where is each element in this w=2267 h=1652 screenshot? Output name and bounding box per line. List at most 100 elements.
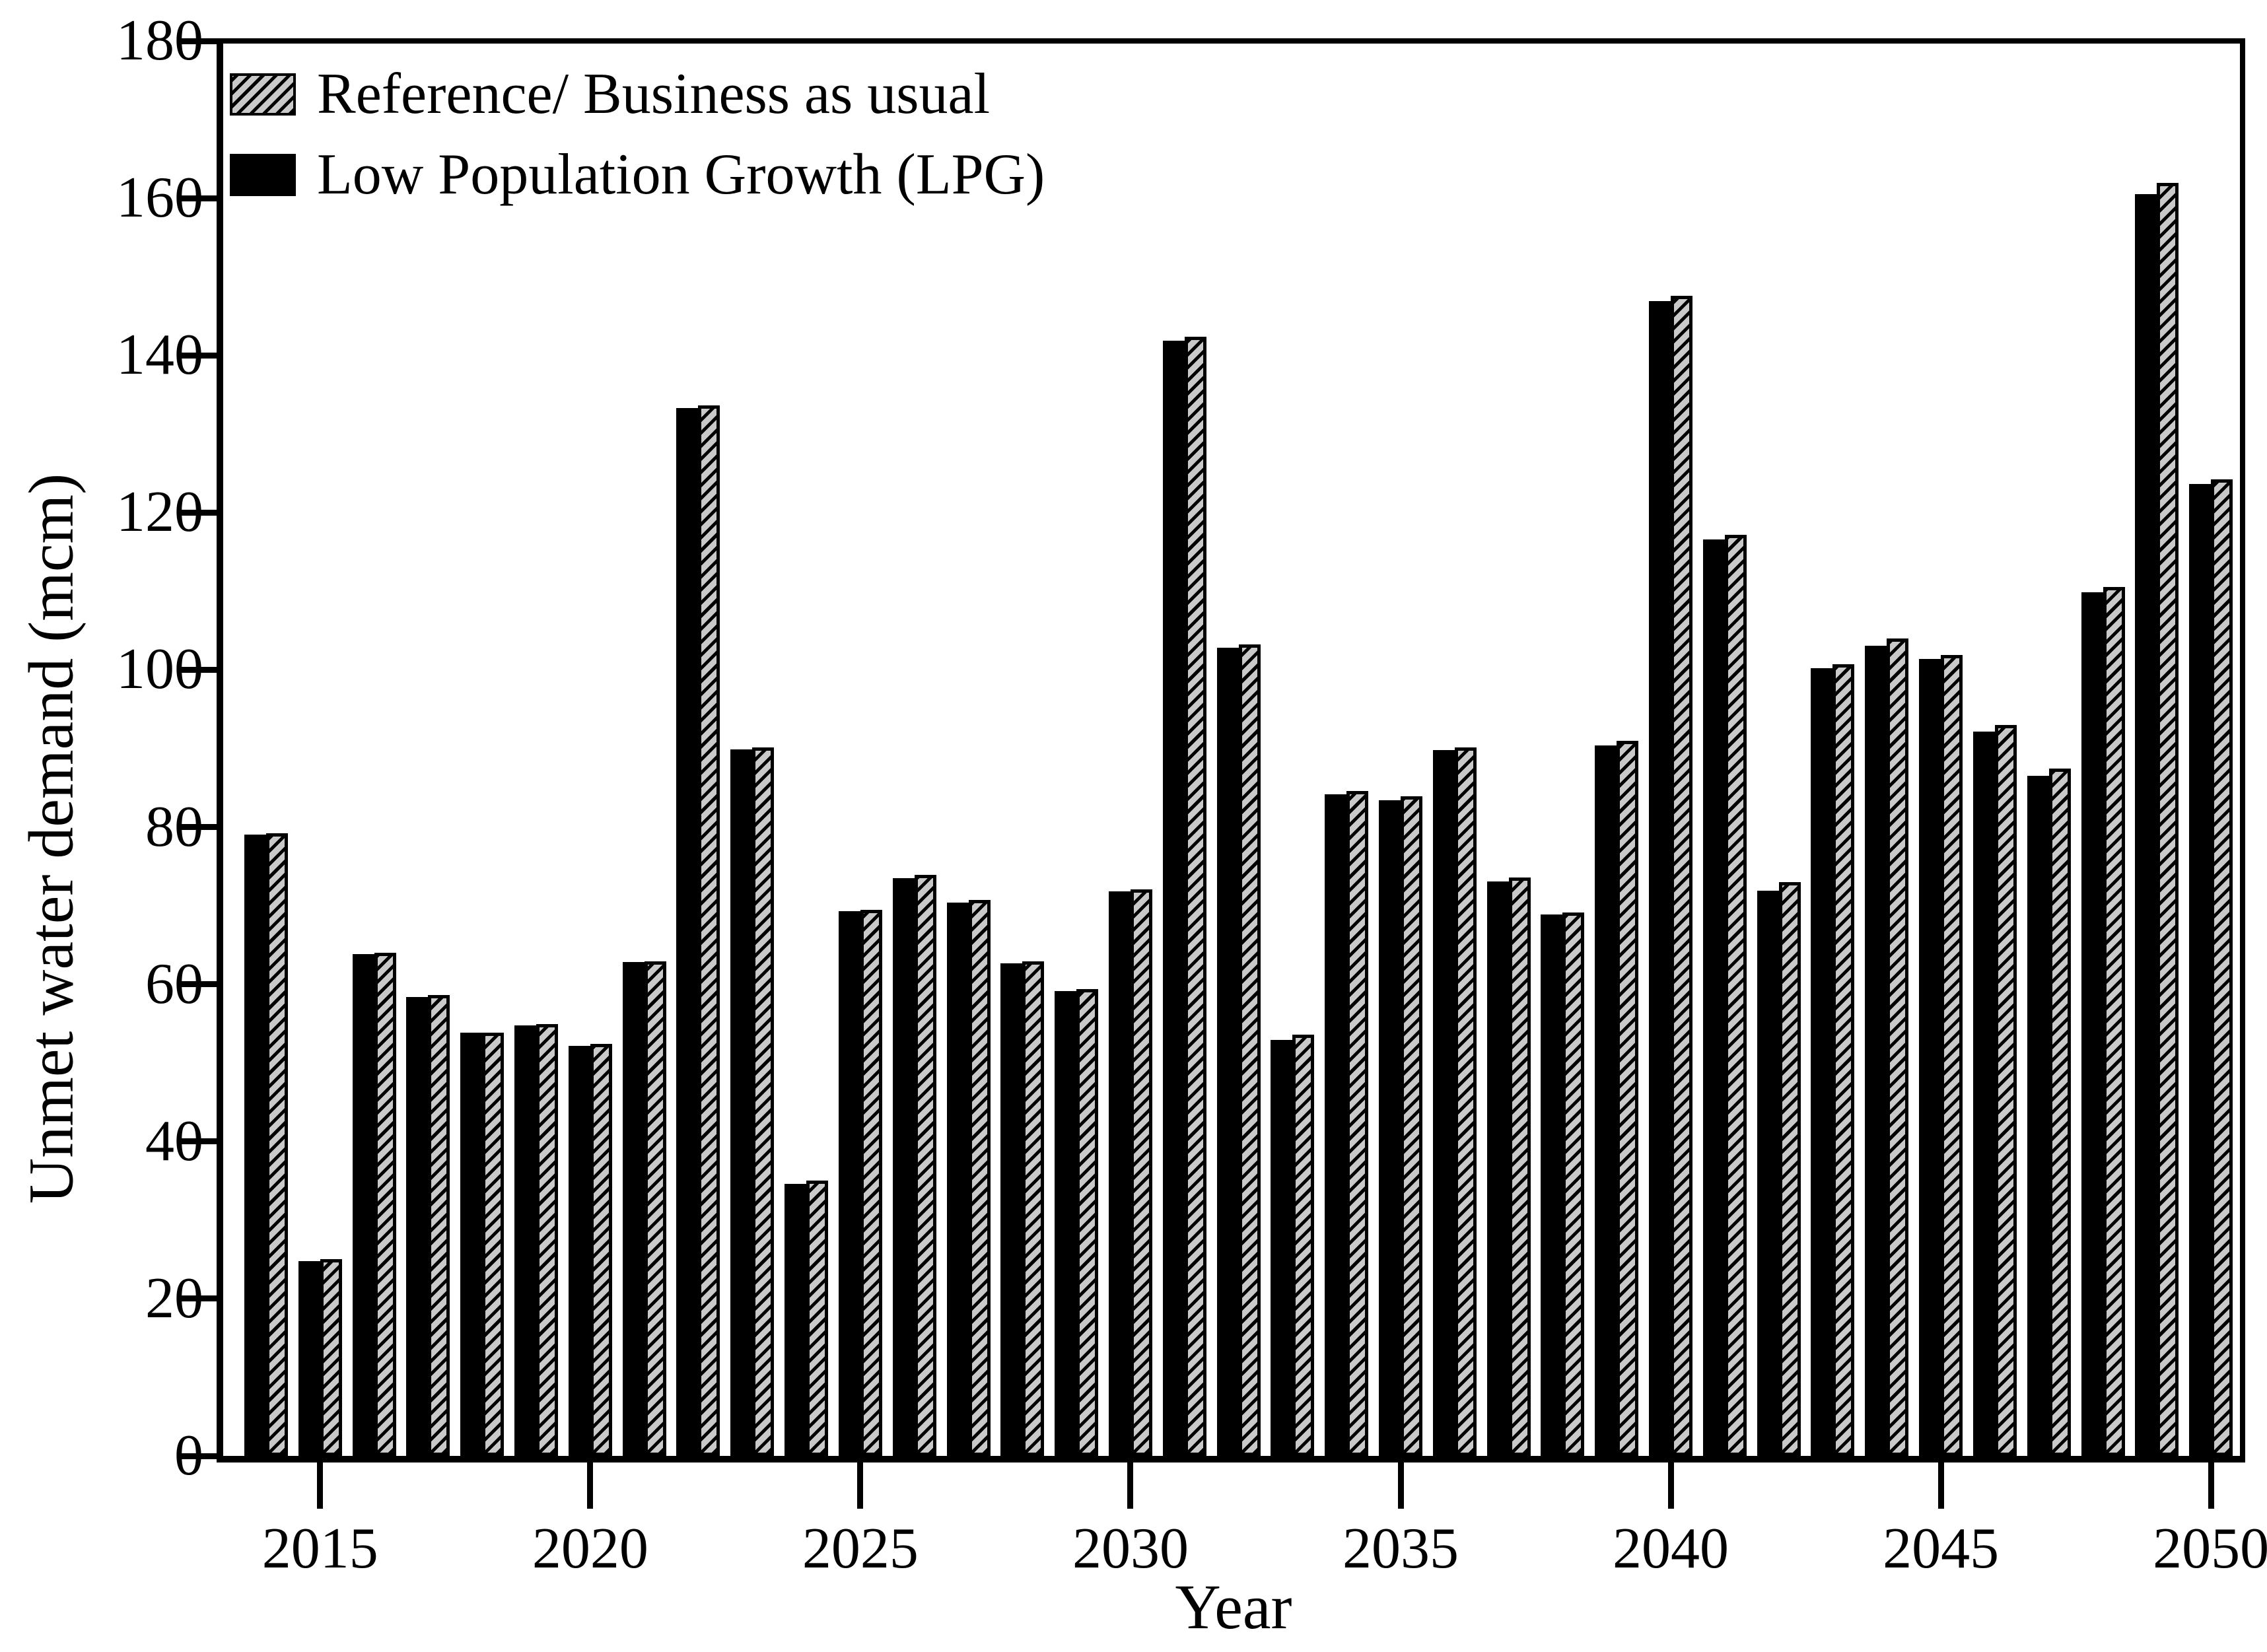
bar-lpg-2026 [892,878,915,1456]
y-tick-label: 40 [145,1109,203,1173]
y-tick-label: 0 [174,1424,203,1488]
bar-lpg-2027 [946,902,969,1456]
bar-lpg-2049 [2135,194,2157,1456]
bar-lpg-2020 [568,1045,590,1456]
y-tick [178,981,217,988]
bar-lpg-2019 [514,1025,537,1456]
bar-reference-2034 [1346,790,1369,1456]
x-tick [317,1463,324,1509]
bar-reference-2044 [1887,638,1909,1456]
bar-lpg-2047 [2027,776,2049,1456]
x-tick [1937,1463,1944,1509]
bar-reference-2028 [1022,961,1045,1456]
x-tick-label: 2015 [262,1517,378,1581]
y-tick [178,352,217,359]
y-tick [178,1138,217,1145]
x-tick-label: 2035 [1343,1517,1459,1581]
y-tick-label: 60 [145,951,203,1016]
bar-lpg-2043 [1811,668,1833,1456]
bar-lpg-2022 [676,407,699,1456]
legend-swatch-solid-icon [230,154,296,196]
y-tick [178,195,217,201]
bar-lpg-2017 [406,996,429,1456]
bar-lpg-2034 [1325,794,1347,1456]
bar-lpg-2024 [785,1184,807,1456]
bar-lpg-2040 [1649,301,1671,1456]
bar-reference-2039 [1617,740,1639,1456]
y-tick-label: 80 [145,794,203,859]
y-tick-label: 160 [116,166,203,230]
bar-reference-2015 [320,1259,342,1456]
bar-lpg-2016 [352,954,374,1456]
x-tick [1127,1463,1134,1509]
bar-lpg-2042 [1757,890,1779,1456]
y-tick [178,38,217,44]
bar-lpg-2035 [1379,800,1401,1456]
bar-reference-2050 [2211,479,2233,1456]
bar-lpg-2045 [1919,658,1941,1456]
bar-lpg-2038 [1541,914,1563,1456]
bar-lpg-2030 [1108,891,1131,1456]
bar-reference-2029 [1076,988,1099,1456]
bar-reference-2031 [1184,336,1206,1456]
bar-reference-2048 [2103,587,2125,1456]
x-tick-label: 2020 [532,1517,648,1581]
bar-lpg-2048 [2081,592,2103,1456]
x-tick [1667,1463,1674,1509]
bar-reference-2020 [590,1044,612,1456]
x-tick [857,1463,864,1509]
bar-lpg-2025 [838,911,860,1456]
bar-lpg-2015 [298,1260,320,1456]
bar-reference-2014 [266,833,288,1456]
legend: Reference/ Business as usual Low Populat… [230,63,1045,207]
bar-reference-2049 [2157,183,2179,1456]
bar-reference-2047 [2048,769,2071,1456]
bar-lpg-2033 [1271,1040,1293,1456]
y-tick [178,1453,217,1459]
legend-label-reference: Reference/ Business as usual [317,62,991,126]
bar-reference-2025 [860,909,882,1456]
y-tick-label: 140 [116,323,203,388]
bar-reference-2030 [1130,889,1152,1456]
bar-lpg-2014 [244,835,266,1456]
y-tick-label: 20 [145,1266,203,1330]
bar-lpg-2031 [1162,340,1185,1456]
x-tick-label: 2025 [802,1517,919,1581]
bar-reference-2017 [428,995,450,1456]
bar-reference-2026 [914,875,936,1456]
bar-lpg-2018 [460,1033,483,1456]
bar-reference-2041 [1724,534,1747,1456]
y-tick-label: 100 [116,637,203,702]
x-tick [587,1463,594,1509]
bar-lpg-2046 [1972,732,1995,1456]
bar-reference-2019 [536,1024,559,1456]
x-tick [2208,1463,2214,1509]
bar-reference-2036 [1454,747,1477,1456]
bar-lpg-2032 [1216,648,1239,1456]
bar-lpg-2050 [2189,484,2212,1456]
legend-item-lpg: Low Population Growth (LPG) [230,143,1045,207]
bar-reference-2038 [1562,912,1585,1456]
bar-reference-2040 [1671,295,1693,1456]
x-tick [1397,1463,1404,1509]
bar-reference-2035 [1401,796,1422,1456]
bar-lpg-2044 [1865,645,1887,1456]
bar-reference-2046 [1994,724,2017,1456]
bar-reference-2016 [374,953,396,1456]
x-tick-label: 2045 [1883,1517,2000,1581]
bar-lpg-2039 [1595,745,1617,1456]
y-tick-label: 180 [116,9,203,73]
x-tick-label: 2040 [1613,1517,1729,1581]
bar-reference-2043 [1832,664,1855,1456]
x-axis-title: Year [1175,1571,1292,1642]
y-tick [178,509,217,516]
bar-lpg-2036 [1432,749,1455,1456]
legend-item-reference: Reference/ Business as usual [230,63,1045,126]
bar-reference-2018 [482,1033,505,1456]
bar-reference-2023 [752,747,775,1456]
bar-reference-2037 [1508,877,1531,1456]
legend-swatch-hatched-icon [230,73,296,116]
x-tick-label: 2050 [2153,1517,2267,1581]
bar-lpg-2041 [1702,539,1725,1456]
